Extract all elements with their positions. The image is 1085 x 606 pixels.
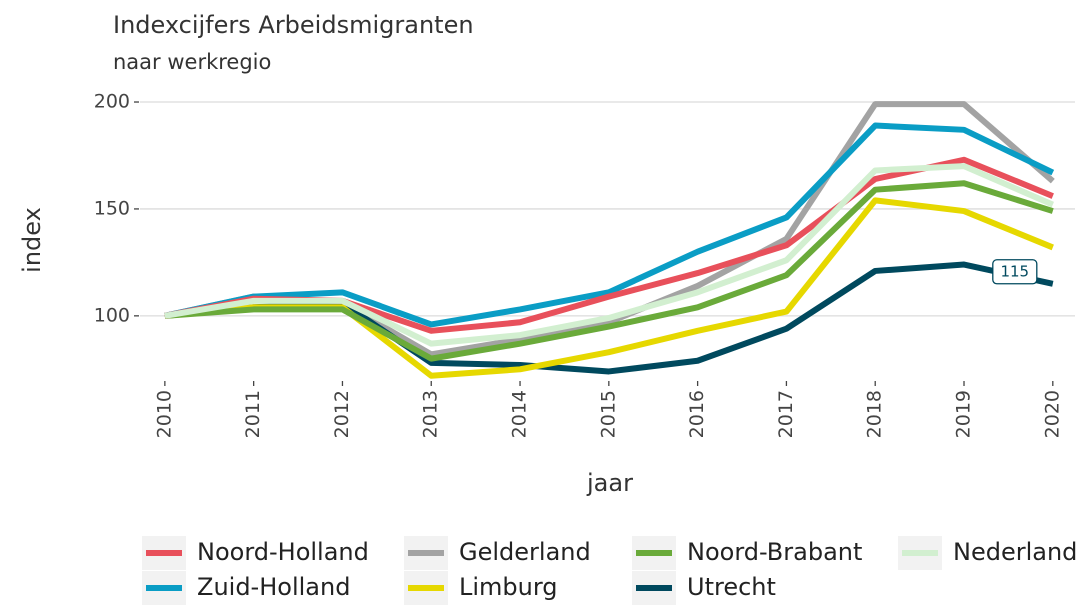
- legend-label: Nederland: [953, 538, 1077, 566]
- x-tick-label: 2015: [597, 390, 619, 438]
- y-tick-label: 100: [94, 304, 130, 326]
- series-line: [164, 197, 1054, 379]
- legend-label: Noord-Brabant: [687, 538, 862, 566]
- y-axis-label: index: [18, 207, 46, 273]
- legend-label: Zuid-Holland: [197, 573, 350, 601]
- series-line: [164, 122, 1055, 328]
- y-tick-label: 200: [94, 91, 130, 113]
- x-axis-label: jaar: [586, 469, 633, 497]
- x-tick-label: 2016: [686, 390, 708, 438]
- series-line: [164, 180, 1054, 362]
- x-tick-label: 2010: [153, 390, 175, 438]
- chart-subtitle: naar werkregio: [113, 50, 271, 74]
- y-tick-label: 150: [94, 197, 130, 219]
- legend-label: Utrecht: [687, 573, 776, 601]
- x-tick-label: 2013: [420, 390, 442, 438]
- x-tick-label: 2018: [864, 390, 886, 438]
- annotation: 115: [1000, 262, 1029, 280]
- x-tick-label: 2017: [775, 390, 797, 438]
- chart-title: Indexcijfers Arbeidsmigranten: [113, 11, 474, 39]
- legend-label: Noord-Holland: [197, 538, 369, 566]
- x-tick-label: 2011: [242, 390, 264, 438]
- x-tick-label: 2012: [331, 390, 353, 438]
- legend-label: Gelderland: [459, 538, 591, 566]
- x-tick-label: 2014: [509, 390, 531, 438]
- x-tick-label: 2020: [1041, 390, 1063, 438]
- annotation-box: [992, 259, 1038, 285]
- x-tick-label: 2019: [953, 390, 975, 438]
- series-line: [164, 163, 1054, 347]
- legend-label: Limburg: [459, 573, 558, 601]
